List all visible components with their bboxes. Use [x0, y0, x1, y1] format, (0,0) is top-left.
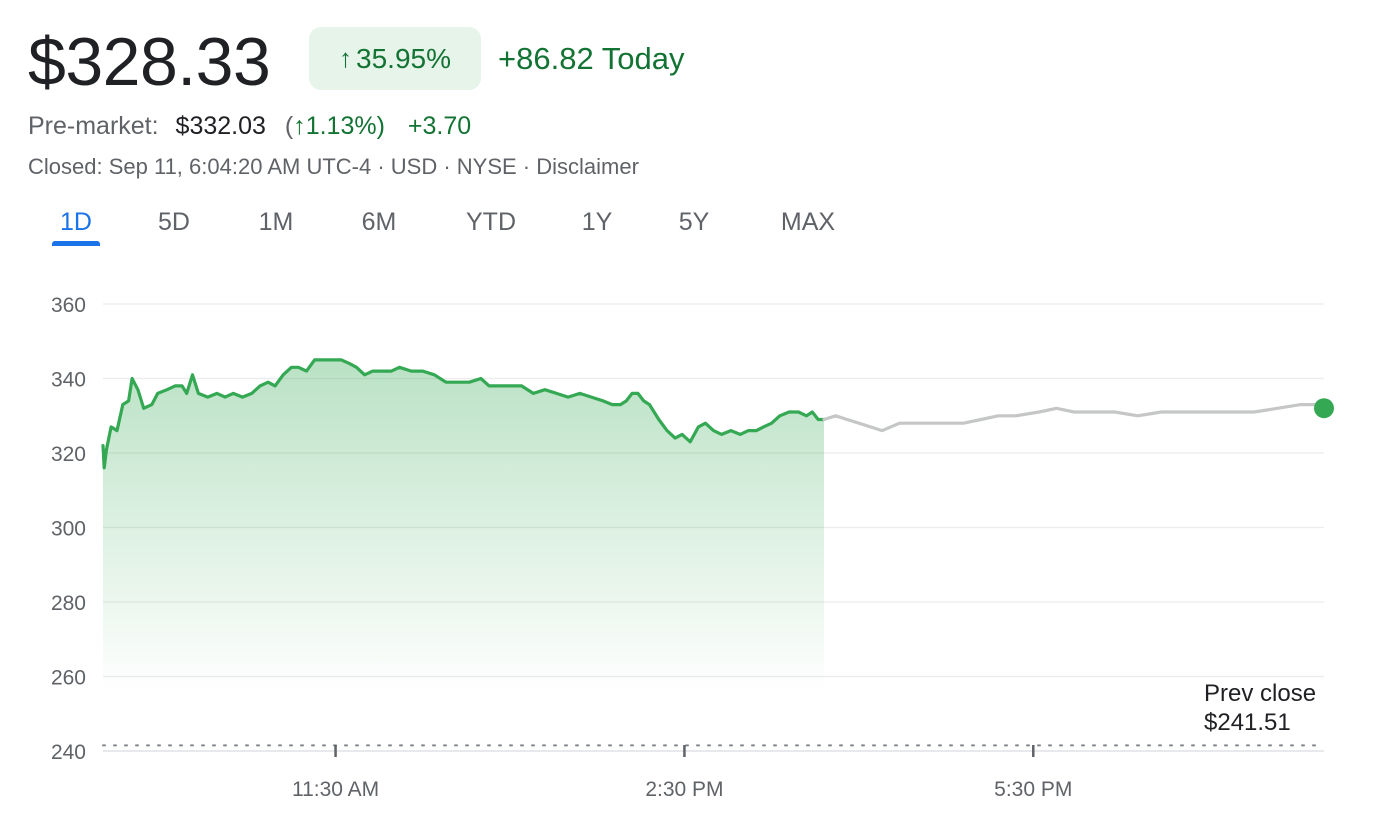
- x-tick-label-0: 11:30 AM: [292, 778, 379, 801]
- y-tick-label-240: 240: [51, 741, 86, 764]
- tab-active-indicator: [52, 241, 100, 246]
- premarket-paren: (: [284, 112, 294, 140]
- arrow-up-icon: ↑: [339, 43, 353, 73]
- premarket-price: $332.03: [175, 112, 266, 140]
- y-tick-label-320: 320: [51, 443, 86, 466]
- prev-close-label: Prev close: [1204, 680, 1317, 707]
- premarket-percent: 1.13%): [305, 112, 385, 140]
- y-tick-label-300: 300: [51, 518, 86, 541]
- premarket-arrow-up-icon: ↑: [293, 112, 306, 140]
- tab-1d[interactable]: 1D: [60, 208, 92, 236]
- x-tick-label-2: 5:30 PM: [994, 778, 1072, 801]
- latest-price-dot: [1314, 398, 1334, 419]
- quote-meta[interactable]: Closed: Sep 11, 6:04:20 AM UTC-4 · USD ·…: [28, 154, 639, 179]
- prev-close-value: $241.51: [1204, 709, 1291, 736]
- change-percent: 35.95%: [356, 42, 451, 74]
- premarket-row: Pre-market: $332.03 (↑1.13%) +3.70: [28, 110, 471, 142]
- change-today: +86.82 Today: [498, 41, 685, 76]
- tab-5d[interactable]: 5D: [158, 208, 190, 236]
- tab-6m[interactable]: 6M: [361, 208, 397, 236]
- premarket-change: +3.70: [407, 112, 472, 140]
- prev-close-annotation: Prev close $241.51: [1204, 679, 1316, 737]
- premarket-label: Pre-market:: [28, 112, 159, 140]
- tab-1y[interactable]: 1Y: [581, 208, 613, 236]
- tab-max[interactable]: MAX: [780, 208, 836, 236]
- y-tick-label-360: 360: [51, 294, 86, 317]
- tab-5y[interactable]: 5Y: [678, 208, 710, 236]
- change-percent-badge: ↑ 35.95%: [309, 27, 481, 90]
- y-tick-label-340: 340: [51, 369, 86, 392]
- current-price: $328.33: [28, 24, 271, 100]
- series-regular-line: [101, 358, 826, 470]
- tab-ytd[interactable]: YTD: [466, 208, 516, 236]
- x-tick-label-1: 2:30 PM: [645, 778, 723, 801]
- y-tick-label-260: 260: [51, 667, 86, 690]
- y-tick-label-280: 280: [51, 592, 86, 615]
- series-after-hours-line: [822, 403, 1326, 433]
- series-regular-area: [103, 359, 824, 693]
- tab-1m[interactable]: 1M: [258, 208, 294, 236]
